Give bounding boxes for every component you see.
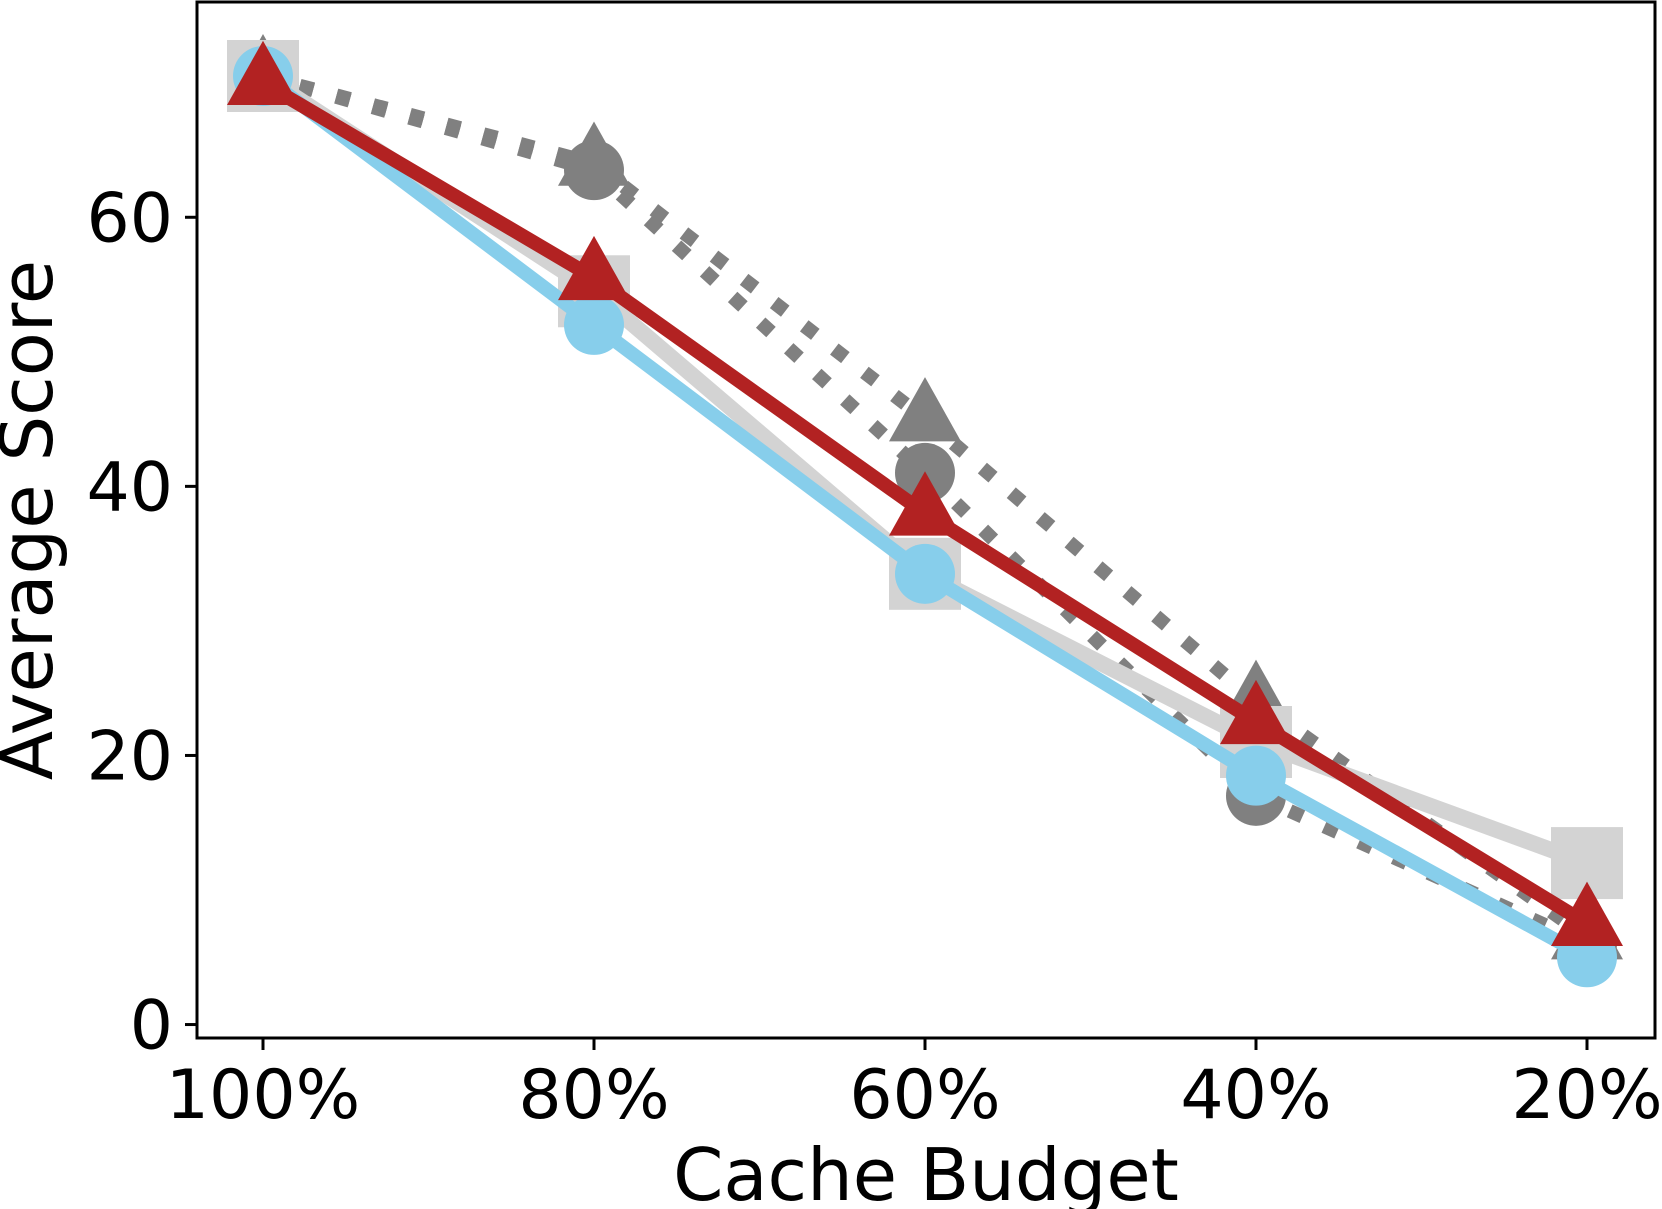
y-tick-label: 60 <box>86 179 173 258</box>
x-tick-label: 60% <box>849 1056 1000 1135</box>
data-point <box>564 294 624 355</box>
data-point <box>558 235 630 301</box>
y-tick-label: 20 <box>86 717 173 796</box>
y-tick-label: 40 <box>86 448 173 527</box>
x-tick-label: 100% <box>166 1056 360 1135</box>
axes-layer: 0 20 40 60 100% 80% 60% 40% 20% <box>86 179 1662 1135</box>
data-point <box>889 377 961 442</box>
x-axis-label: Cache Budget <box>673 1133 1179 1209</box>
series-layer <box>227 34 1623 988</box>
data-point <box>1220 679 1292 745</box>
series-line <box>261 69 1590 951</box>
x-tick-label: 40% <box>1180 1056 1331 1135</box>
data-point <box>1226 745 1286 806</box>
x-tick-label: 80% <box>518 1056 669 1135</box>
data-point <box>564 140 624 201</box>
data-point <box>895 543 955 604</box>
y-tick-label: 0 <box>130 987 173 1066</box>
data-point <box>1551 881 1623 946</box>
x-tick-label: 20% <box>1511 1056 1662 1135</box>
data-point <box>889 471 961 536</box>
series-5 <box>227 40 1623 946</box>
data-point <box>227 40 299 106</box>
y-axis-label: Average Score <box>0 260 69 780</box>
